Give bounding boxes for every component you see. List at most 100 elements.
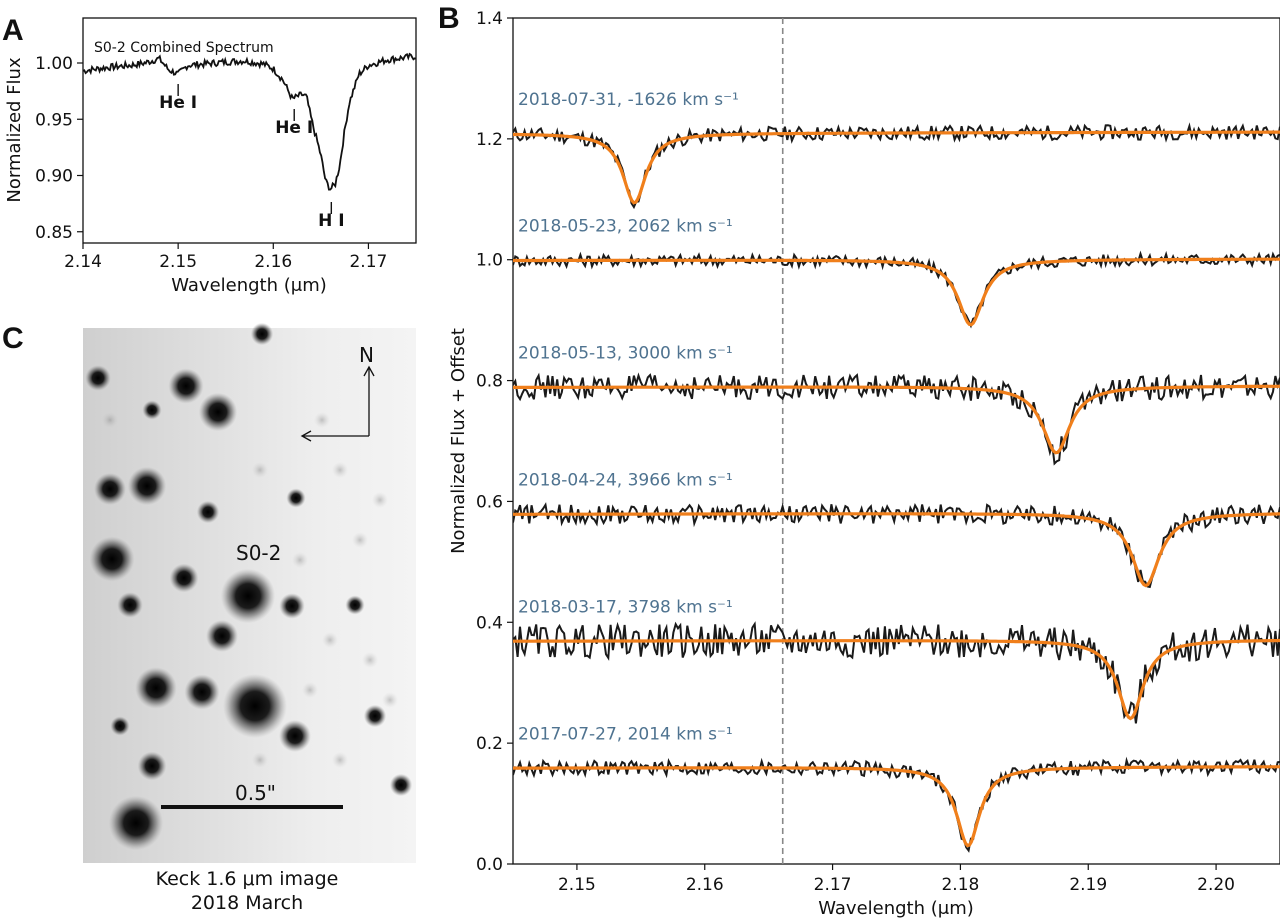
panel-b-ytick-label: 0.2 — [476, 734, 503, 754]
epoch-label: 2018-05-23, 2062 km s⁻¹ — [518, 217, 733, 237]
panel-b-xtick-label: 2.20 — [1197, 875, 1235, 895]
compass: N — [300, 343, 375, 442]
faint-star — [102, 412, 118, 428]
panel-a-ytick-label: 0.95 — [35, 110, 73, 130]
panel-b-ytick-label: 0.0 — [476, 855, 503, 875]
panel-b-ytick-label: 0.4 — [476, 613, 503, 633]
star — [184, 674, 220, 710]
star — [108, 795, 164, 851]
faint-star — [292, 552, 308, 568]
star — [363, 704, 387, 728]
epoch-label: 2018-04-24, 3966 km s⁻¹ — [518, 471, 733, 491]
panel-b-xtick-label: 2.17 — [814, 875, 852, 895]
panel-a-annotations: He I He I H I — [159, 84, 345, 231]
faint-star — [332, 752, 348, 768]
line-id-label: H I — [318, 211, 344, 231]
panel-a-frame — [82, 17, 417, 244]
panel-a-xtick-label: 2.16 — [254, 252, 292, 272]
star — [198, 392, 238, 432]
faint-star — [322, 632, 338, 648]
star — [94, 473, 126, 505]
star — [250, 322, 274, 346]
faint-star — [352, 532, 368, 548]
star — [279, 593, 305, 619]
faint-star — [382, 692, 398, 708]
epoch-label: 2018-07-31, -1626 km s⁻¹ — [518, 90, 739, 110]
panel-b-ytick-label: 1.2 — [476, 130, 503, 150]
panel-b-ylabel: Normalized Flux + Offset — [448, 328, 469, 554]
panel-b-ytick-label: 0.6 — [476, 492, 503, 512]
epoch-fit-line — [513, 130, 1280, 205]
epoch-label: 2018-05-13, 3000 km s⁻¹ — [518, 344, 733, 364]
star — [206, 620, 238, 652]
faint-star — [314, 412, 330, 428]
star — [135, 667, 177, 709]
panel-letter-c: C — [2, 322, 24, 355]
epoch-fit-line — [513, 512, 1280, 588]
star — [389, 773, 413, 797]
faint-star — [252, 752, 268, 768]
epoch-data-line — [513, 250, 1280, 329]
epoch-data-line — [513, 756, 1280, 853]
star — [89, 536, 135, 582]
panel-a-xtick-label: 2.17 — [349, 252, 387, 272]
faint-star — [302, 682, 318, 698]
panel-a-xtick-label: 2.14 — [64, 252, 102, 272]
epoch-label: 2018-03-17, 3798 km s⁻¹ — [518, 597, 733, 617]
faint-star — [332, 462, 348, 478]
star — [169, 563, 199, 593]
panel-a-xtick-label: 2.15 — [159, 252, 197, 272]
star — [168, 368, 204, 404]
image-caption-line1: Keck 1.6 μm image — [156, 868, 339, 890]
epoch-fit-line — [513, 765, 1280, 848]
panel-b-xtick-label: 2.16 — [686, 875, 724, 895]
north-label: N — [359, 343, 374, 367]
faint-star — [372, 492, 388, 508]
panel-b-xtick-label: 2.18 — [941, 875, 979, 895]
panel-b-chart: 2.15 2.16 2.17 2.18 2.19 2.20 0.0 0.2 0.4 0.6 0.8 1… — [448, 9, 1280, 919]
panel-a-ylabel: Normalized Flux — [4, 57, 25, 203]
panel-b-ytick-label: 1.4 — [476, 9, 503, 29]
east-arrow-head — [300, 430, 312, 442]
panel-letter-a: A — [2, 14, 24, 47]
epoch-label: 2017-07-27, 2014 km s⁻¹ — [518, 724, 733, 744]
star — [345, 595, 365, 615]
panel-a-title: S0-2 Combined Spectrum — [94, 40, 274, 56]
faint-star — [362, 652, 378, 668]
star — [286, 488, 306, 508]
panel-b-series — [513, 122, 1280, 853]
star — [127, 466, 167, 506]
star — [220, 568, 276, 624]
panel-b-xlabel: Wavelength (μm) — [818, 898, 974, 919]
panel-a-ytick-label: 1.00 — [35, 54, 73, 74]
scale-bar-label: 0.5" — [235, 781, 276, 805]
panel-b-xtick-label: 2.15 — [558, 875, 596, 895]
panel-a-chart: 2.14 2.15 2.16 2.170.850.900.951.00 He IHe … — [4, 17, 417, 296]
star — [137, 751, 167, 781]
star — [142, 400, 162, 420]
image-caption-line2: 2018 March — [191, 892, 303, 914]
star — [279, 720, 311, 752]
panel-letter-b: B — [438, 2, 460, 35]
epoch-fit-line — [513, 638, 1280, 721]
panel-b-ytick-label: 1.0 — [476, 251, 503, 271]
line-id-label: He I — [275, 118, 313, 138]
s0-2-label: S0-2 — [236, 541, 281, 565]
epoch-data-line — [513, 621, 1280, 724]
panel-a-xlabel: Wavelength (μm) — [171, 275, 327, 296]
faint-star — [252, 462, 268, 478]
north-arrow-head — [363, 365, 375, 377]
panel-a-ytick-label: 0.85 — [35, 223, 73, 243]
epoch-fit-line — [513, 384, 1280, 455]
panel-c-image: S0-2 N 0.5" Keck 1.6 μm image 2018 March — [83, 322, 416, 914]
line-id-label: He I — [159, 93, 197, 113]
star — [196, 500, 220, 524]
panel-b-frame — [512, 17, 1280, 865]
panel-a-ticks: 2.14 2.15 2.16 2.17 0.85 0.90 0.95 1.00 — [35, 54, 387, 272]
panel-a-spectrum-line — [83, 52, 416, 191]
star-field — [85, 322, 413, 851]
panel-b-xtick-label: 2.19 — [1069, 875, 1107, 895]
star — [110, 716, 130, 736]
star — [85, 365, 111, 391]
